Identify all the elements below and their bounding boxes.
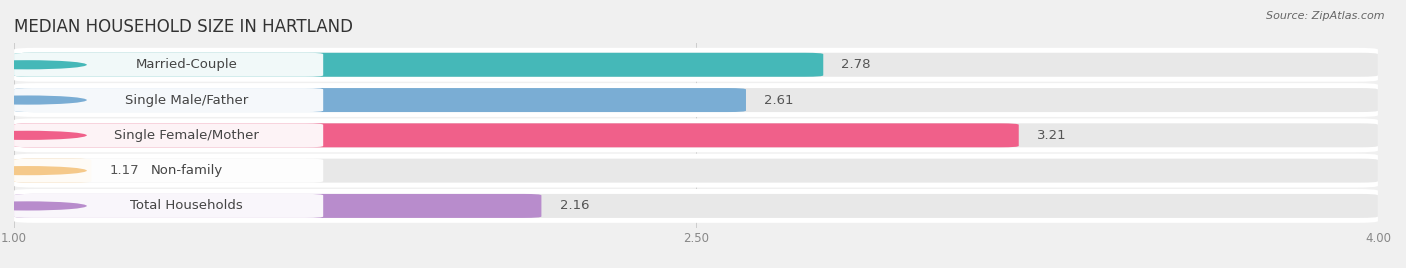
FancyBboxPatch shape	[14, 159, 323, 183]
FancyBboxPatch shape	[14, 159, 91, 183]
FancyBboxPatch shape	[14, 189, 1378, 223]
Text: 1.17: 1.17	[110, 164, 139, 177]
FancyBboxPatch shape	[14, 123, 1019, 147]
Text: 2.78: 2.78	[841, 58, 870, 71]
Text: Married-Couple: Married-Couple	[136, 58, 238, 71]
FancyBboxPatch shape	[14, 88, 1378, 112]
Text: Single Female/Mother: Single Female/Mother	[114, 129, 259, 142]
FancyBboxPatch shape	[14, 154, 1378, 188]
FancyBboxPatch shape	[14, 118, 1378, 152]
FancyBboxPatch shape	[14, 194, 1378, 218]
Circle shape	[0, 201, 87, 210]
Text: Source: ZipAtlas.com: Source: ZipAtlas.com	[1267, 11, 1385, 21]
FancyBboxPatch shape	[14, 88, 323, 112]
FancyBboxPatch shape	[14, 53, 1378, 77]
FancyBboxPatch shape	[14, 159, 1378, 183]
FancyBboxPatch shape	[14, 123, 1378, 147]
Text: 2.61: 2.61	[763, 94, 793, 107]
FancyBboxPatch shape	[14, 88, 747, 112]
FancyBboxPatch shape	[14, 53, 323, 77]
Circle shape	[0, 60, 87, 69]
Text: Non-family: Non-family	[150, 164, 224, 177]
FancyBboxPatch shape	[14, 53, 824, 77]
Circle shape	[0, 95, 87, 105]
Text: 3.21: 3.21	[1038, 129, 1067, 142]
Text: 2.16: 2.16	[560, 199, 589, 213]
Text: Total Households: Total Households	[131, 199, 243, 213]
Circle shape	[0, 131, 87, 140]
FancyBboxPatch shape	[14, 48, 1378, 82]
Text: Single Male/Father: Single Male/Father	[125, 94, 249, 107]
FancyBboxPatch shape	[14, 83, 1378, 117]
FancyBboxPatch shape	[14, 123, 323, 147]
FancyBboxPatch shape	[14, 194, 323, 218]
Circle shape	[0, 166, 87, 175]
FancyBboxPatch shape	[14, 194, 541, 218]
Text: MEDIAN HOUSEHOLD SIZE IN HARTLAND: MEDIAN HOUSEHOLD SIZE IN HARTLAND	[14, 18, 353, 36]
